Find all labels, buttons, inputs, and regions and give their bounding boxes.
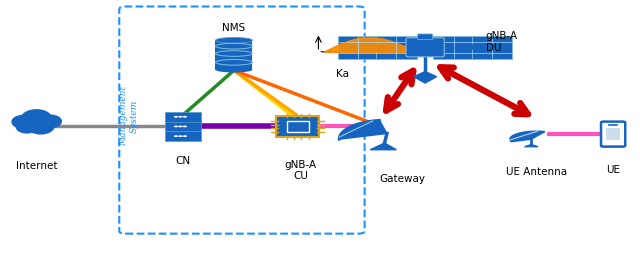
Circle shape — [178, 126, 182, 127]
Ellipse shape — [21, 109, 52, 127]
FancyBboxPatch shape — [276, 116, 319, 137]
Text: gNB-A
DU: gNB-A DU — [486, 31, 518, 53]
FancyBboxPatch shape — [417, 34, 433, 39]
Ellipse shape — [38, 115, 62, 128]
Text: Gateway: Gateway — [380, 174, 426, 184]
Circle shape — [173, 126, 178, 127]
FancyBboxPatch shape — [472, 36, 513, 59]
Polygon shape — [339, 120, 387, 139]
Circle shape — [173, 135, 178, 137]
Ellipse shape — [27, 118, 54, 135]
FancyBboxPatch shape — [164, 112, 202, 122]
Polygon shape — [370, 143, 396, 150]
Text: gNB-A
CU: gNB-A CU — [285, 160, 317, 181]
FancyBboxPatch shape — [376, 36, 417, 59]
Ellipse shape — [216, 67, 252, 72]
Text: NMS: NMS — [222, 23, 246, 33]
Circle shape — [182, 116, 187, 118]
Bar — [606, 128, 620, 140]
Ellipse shape — [216, 37, 252, 43]
FancyBboxPatch shape — [338, 36, 379, 59]
Polygon shape — [525, 144, 538, 147]
Text: CN: CN — [175, 156, 191, 166]
Text: Ka: Ka — [336, 69, 349, 79]
Circle shape — [178, 116, 182, 118]
Ellipse shape — [12, 115, 36, 129]
Text: UE: UE — [606, 165, 620, 175]
FancyBboxPatch shape — [406, 38, 444, 57]
Bar — [216, 40, 252, 70]
FancyBboxPatch shape — [164, 122, 202, 131]
Circle shape — [178, 135, 182, 137]
Polygon shape — [510, 131, 545, 142]
Circle shape — [173, 116, 178, 118]
Circle shape — [182, 126, 187, 127]
Polygon shape — [413, 71, 436, 83]
Text: Internet: Internet — [16, 161, 57, 171]
Text: Management
System: Management System — [119, 86, 138, 146]
FancyBboxPatch shape — [601, 122, 625, 147]
Text: UE Antenna: UE Antenna — [506, 167, 567, 177]
FancyBboxPatch shape — [164, 131, 202, 141]
Ellipse shape — [15, 120, 38, 134]
Circle shape — [182, 135, 187, 137]
FancyBboxPatch shape — [433, 36, 474, 59]
